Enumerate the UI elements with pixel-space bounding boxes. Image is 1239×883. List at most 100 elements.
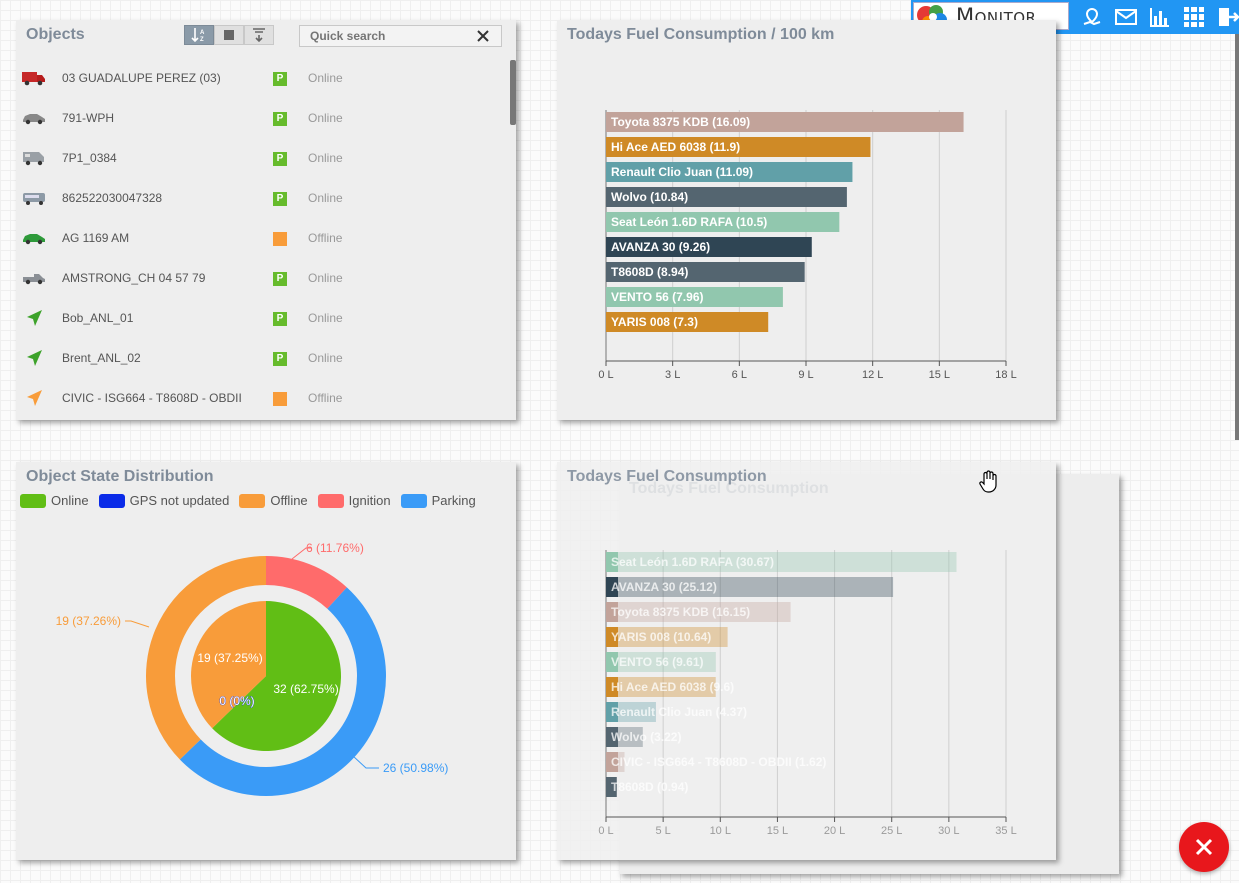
x-tick-label: 25 L [881,825,902,837]
bar[interactable] [606,702,656,722]
object-row[interactable]: AMSTRONG_CH 04 57 79 P Online [16,259,506,299]
page-scrollbar[interactable] [1235,34,1239,440]
x-tick-label: 0 L [598,369,613,381]
bar[interactable] [606,627,728,647]
bar-stub [606,552,618,572]
legend-swatch [400,493,427,508]
bar-label: CIVIC - ISG664 - T8608D - OBDII (1.62) [611,755,826,769]
bar[interactable] [606,602,791,622]
object-status: Offline [308,231,343,245]
state-legend: Online GPS not updated Offline Ignition … [20,493,486,508]
close-icon [1195,838,1213,856]
legend-swatch [239,493,266,508]
close-button[interactable] [1179,822,1229,872]
object-row[interactable]: Bob_ANL_01 P Online [16,299,506,339]
bar[interactable] [606,287,783,307]
object-name: Bob_ANL_01 [62,311,134,325]
object-row[interactable]: 791-WPH P Online [16,99,506,139]
filter-button[interactable] [244,25,274,45]
slice-label: 32 (62.75%) [273,682,338,696]
truck-red-icon [22,67,46,89]
outer-slice[interactable] [145,556,266,760]
object-status: Online [308,151,343,165]
legend-label: GPS not updated [129,493,230,508]
bar-label: Toyota 8375 KDB (16.15) [611,605,750,619]
bar-label: AVANZA 30 (25.12) [611,580,717,594]
map-pin-icon[interactable] [1075,5,1109,29]
inner-slice[interactable] [190,601,266,729]
x-tick-label: 3 L [665,369,680,381]
bar-label: Seat León 1.6D RAFA (30.67) [611,555,774,569]
object-status: Offline [308,391,343,405]
parking-badge [273,392,287,406]
svg-text:Z: Z [200,37,204,43]
filter-icon [253,28,265,43]
car-icon [22,107,46,129]
object-name: AG 1169 AM [62,231,130,245]
x-tick-label: 9 L [798,369,813,381]
fuel-total-chart: 0 L 5 L 10 L 15 L 20 L 25 L 30 L 35 L Seat León … [598,550,1017,837]
bar-label: Wolvo (10.84) [611,190,688,204]
bar[interactable] [606,677,716,697]
object-row[interactable]: 862522030047328 P Online [16,179,506,219]
bar-label: Renault Clio Juan (4.37) [611,705,747,719]
bar-label: Hi Ace AED 6038 (9.6) [611,680,734,694]
arrow-green-icon [22,347,46,369]
stop-button[interactable] [214,25,244,45]
object-row[interactable]: CIVIC - ISG664 - T8608D - OBDII Offline [16,379,506,419]
grid-icon[interactable] [1177,5,1211,29]
x-tick-label: 6 L [732,369,747,381]
object-status: Online [308,191,343,205]
legend-item[interactable]: Ignition [317,493,391,508]
logout-icon[interactable] [1211,5,1239,29]
slice-label: 6 (11.76%) [306,541,364,555]
object-name: 862522030047328 [62,191,163,205]
close-icon[interactable] [475,27,491,45]
bar[interactable] [606,312,769,332]
legend-item[interactable]: Offline [239,493,308,508]
parking-badge: P [273,192,287,206]
object-row[interactable]: Brent_ANL_02 P Online [16,339,506,379]
label-line [352,755,379,769]
mail-icon[interactable] [1109,5,1143,29]
legend-label: Online [51,493,89,508]
bar[interactable] [606,137,871,157]
object-state-panel: Object State Distribution Online GPS not… [16,462,516,860]
inner-slice[interactable] [212,601,341,751]
bar[interactable] [606,212,840,232]
bar-chart-icon[interactable] [1143,5,1177,29]
object-row[interactable]: 7P1_0384 P Online [16,139,506,179]
bar-stub [606,577,618,597]
bar[interactable] [606,552,957,572]
x-tick-label: 30 L [938,825,959,837]
object-state-title: Object State Distribution [26,468,214,485]
object-row[interactable]: AG 1169 AM Offline [16,219,506,259]
objects-list: 03 GUADALUPE PEREZ (03) P Online 791-WPH… [16,59,506,420]
parking-badge: P [273,272,287,286]
bar[interactable] [606,112,964,132]
bar-label: Wolvo (3.22) [611,730,681,744]
bar[interactable] [606,652,716,672]
parking-badge: P [273,112,287,126]
bar[interactable] [606,577,894,597]
search-input[interactable] [300,26,470,46]
van-icon [22,147,46,169]
outer-slice[interactable] [266,556,347,609]
legend-label: Ignition [348,493,391,508]
bar[interactable] [606,187,847,207]
bar[interactable] [606,237,812,257]
bar[interactable] [606,162,853,182]
legend-item[interactable]: Parking [400,493,476,508]
bar-stub [606,752,618,772]
legend-item[interactable]: GPS not updated [98,493,230,508]
legend-item[interactable]: Online [20,493,89,508]
object-name: CIVIC - ISG664 - T8608D - OBDII [62,391,242,405]
bar[interactable] [606,262,805,282]
sort-icon: AZ [191,28,205,43]
objects-scrollbar[interactable] [510,60,516,125]
object-row[interactable]: 03 GUADALUPE PEREZ (03) P Online [16,59,506,99]
label-line [125,620,150,628]
outer-slice[interactable] [179,587,387,796]
car-green-icon [22,227,46,249]
